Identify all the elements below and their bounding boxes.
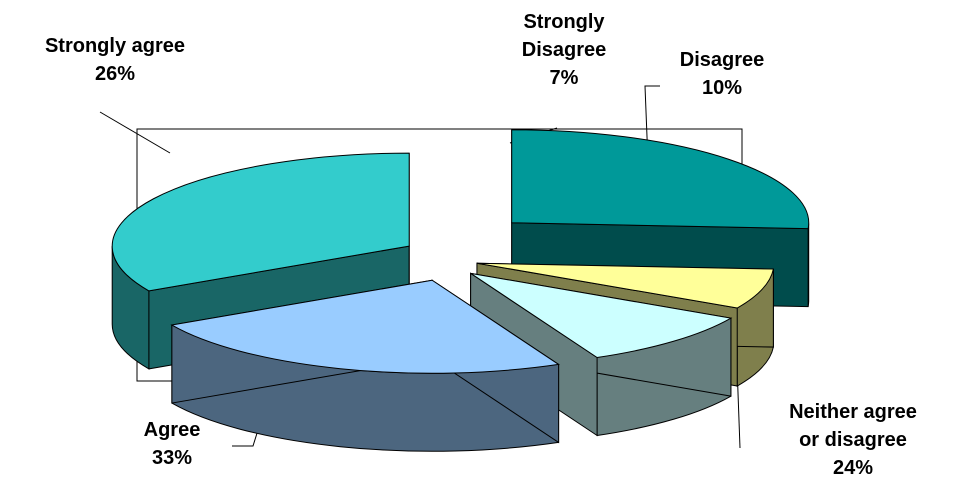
slice-label: Disagree 10% [680, 49, 765, 99]
slice-label: Neither agree or disagree 24% [789, 401, 917, 479]
slice-label: Strongly Disagree 7% [522, 11, 607, 89]
slice-label: Agree 33% [144, 419, 201, 469]
slice-top [111, 152, 410, 292]
pie-slices [111, 129, 810, 452]
slice-name-line: or disagree [799, 429, 907, 451]
slice-labels: Strongly agree 26% Strongly Disagree 7% Disag… [45, 11, 917, 479]
slice-neither-agree-or-disagree [170, 279, 560, 452]
slice-percent: 24% [833, 457, 873, 479]
slice-name-line: Neither agree [789, 401, 917, 423]
leader-line-3 [644, 85, 660, 163]
slice-percent: 26% [95, 63, 135, 85]
slice-top [511, 129, 810, 230]
slice-top [470, 272, 733, 359]
slice-percent: 33% [152, 447, 192, 469]
slice-label: Strongly agree 26% [45, 35, 185, 85]
slice-top [170, 279, 560, 374]
slice-percent: 10% [702, 77, 742, 99]
slice-name-line: Agree [144, 419, 201, 441]
slice-name-line: Disagree [680, 49, 765, 71]
leader-line-1 [99, 111, 171, 154]
slice-percent: 7% [550, 67, 579, 89]
slice-top [476, 262, 774, 309]
slice-name-line: Strongly [523, 11, 605, 33]
slice-name-line: Disagree [522, 39, 607, 61]
slice-name-line: Strongly agree [45, 35, 185, 57]
